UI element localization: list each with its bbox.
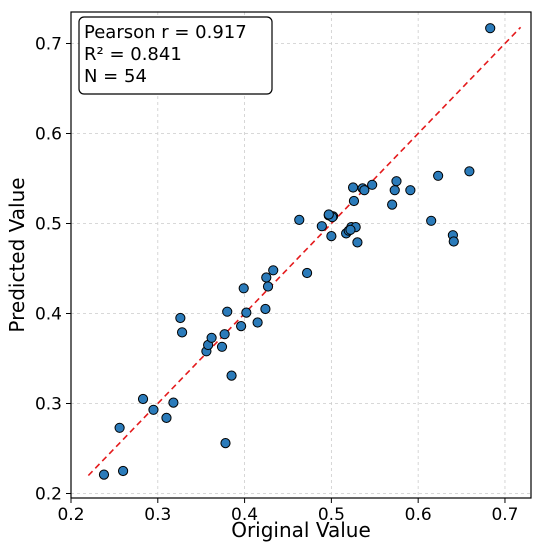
scatter-point: [268, 265, 279, 276]
scatter-point: [175, 312, 186, 324]
y-axis-ticks: 0.2 0.3 0.4 0.5 0.6 0.7: [35, 35, 71, 505]
scatter-point: [226, 370, 237, 381]
scatter-point: [161, 412, 172, 423]
y-axis-label: Predicted Value: [5, 177, 29, 332]
y-tick-label: 0.2: [35, 485, 62, 505]
scatter-point: [98, 469, 110, 480]
points-group: [98, 23, 496, 480]
scatter-point: [222, 306, 233, 317]
y-tick-label: 0.7: [35, 35, 62, 55]
scatter-point: [114, 422, 125, 433]
x-tick-label: 0.2: [57, 505, 84, 525]
plot-frame: [70, 11, 532, 499]
scatter-point: [345, 224, 356, 235]
scatter-point: [389, 185, 400, 196]
scatter-point: [206, 332, 217, 343]
stats-r-squared: R² = 0.841: [84, 44, 182, 65]
scatter-point: [260, 303, 271, 315]
stats-n: N = 54: [84, 66, 147, 87]
scatter-point: [323, 209, 334, 220]
scatter-point: [216, 341, 228, 352]
stats-pearson: Pearson r = 0.917: [84, 22, 247, 43]
scatter-point: [348, 195, 360, 207]
scatter-point: [137, 393, 149, 405]
scatter-point: [367, 179, 378, 190]
x-tick-label: 0.5: [318, 505, 345, 525]
stats-annotation: Pearson r = 0.917 R² = 0.841 N = 54: [78, 16, 273, 95]
y-tick-label: 0.6: [35, 125, 62, 145]
identity-line: [87, 26, 522, 477]
x-tick-label: 0.7: [491, 505, 518, 525]
x-tick-label: 0.3: [144, 505, 171, 525]
scatter-point: [252, 317, 263, 328]
scatter-point: [219, 329, 230, 340]
scatter-point: [176, 327, 188, 338]
scatter-point: [405, 185, 416, 196]
y-tick-label: 0.5: [35, 215, 62, 235]
scatter-point: [294, 214, 305, 225]
scatter-point: [148, 404, 159, 415]
scatter-point: [433, 170, 444, 181]
scatter-point: [387, 199, 398, 210]
scatter-point: [426, 215, 437, 226]
y-tick-label: 0.4: [35, 305, 62, 325]
identity-line-group: [87, 26, 522, 477]
scatter-point: [485, 23, 496, 34]
scatter-point: [301, 267, 313, 279]
scatter-point: [464, 166, 475, 177]
scatter-point: [347, 182, 359, 193]
x-axis-ticks: 0.2 0.3 0.4 0.5 0.6 0.7: [57, 498, 518, 525]
scatter-point: [220, 438, 231, 449]
scatter-point: [262, 281, 274, 292]
scatter-point: [326, 231, 337, 242]
scatter-point: [448, 236, 459, 247]
x-tick-label: 0.6: [405, 505, 432, 525]
scatter-point: [236, 321, 247, 332]
scatter-point: [241, 307, 252, 318]
scatter-point: [168, 397, 179, 408]
scatter-point: [352, 237, 363, 248]
y-tick-label: 0.3: [35, 395, 62, 415]
x-axis-label: Original Value: [231, 518, 371, 542]
stats-box: [78, 16, 273, 95]
scatter-point: [359, 185, 370, 196]
scatter-point: [238, 283, 249, 294]
scatter-point: [261, 272, 272, 283]
x-tick-label: 0.4: [231, 505, 258, 525]
scatter-point: [117, 465, 129, 477]
scatter-point: [316, 221, 327, 232]
scatter-point: [391, 176, 402, 187]
